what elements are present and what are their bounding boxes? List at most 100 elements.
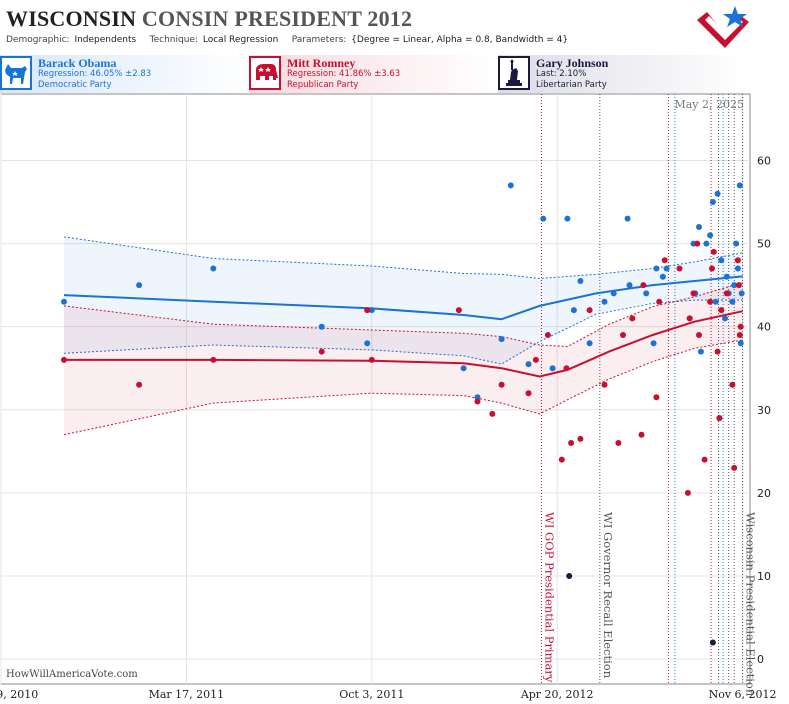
data-point <box>368 307 375 314</box>
data-point <box>368 356 375 363</box>
data-point <box>714 348 721 355</box>
data-point <box>498 381 505 388</box>
candidate-party-obama: Democratic Party <box>38 80 112 90</box>
title-race: CONSIN PRESIDENT 2012 <box>141 6 413 31</box>
y-tick-label: 30 <box>757 404 771 417</box>
y-tick-label: 10 <box>757 570 771 583</box>
data-point <box>532 356 539 363</box>
as-of-date: May 2, 2025 <box>674 98 744 111</box>
data-point <box>620 332 626 338</box>
data-point <box>615 440 622 446</box>
candidate-stat-johnson: Last: 2.10% <box>536 69 587 79</box>
event-label: Wisconsin Presidential Election <box>744 512 758 697</box>
data-point <box>709 639 716 646</box>
data-point <box>701 456 708 463</box>
data-point <box>718 257 725 264</box>
y-tick-label: 60 <box>757 154 771 167</box>
technique-value: Local Regression <box>202 35 279 45</box>
data-point <box>710 248 717 255</box>
data-point <box>525 361 532 368</box>
x-tick-label: Apr 20, 2012 <box>520 688 594 701</box>
data-point <box>136 282 143 289</box>
data-point <box>563 365 570 372</box>
candidate-legend: Barack Obama Regression: 46.05% ±2.83 De… <box>0 55 789 93</box>
data-point <box>694 240 701 247</box>
trend-line <box>64 310 743 378</box>
site-logo <box>697 6 749 48</box>
data-point <box>737 323 744 330</box>
candidate-party-johnson: Libertarian Party <box>536 80 607 90</box>
parameters-value: {Degree = Linear, Alpha = 0.8, Bandwidth… <box>351 35 569 45</box>
data-point <box>364 340 371 347</box>
confidence-band <box>64 282 743 435</box>
y-tick-label: 50 <box>757 238 771 251</box>
data-point <box>734 257 741 264</box>
data-point <box>718 307 725 314</box>
data-point <box>638 431 645 438</box>
data-point <box>544 332 551 338</box>
data-point <box>455 307 462 314</box>
parameters-label: Parameters: <box>291 35 347 45</box>
header: WISCONSIN CONSIN PRESIDENT 2012 Demograp… <box>0 0 789 54</box>
chart-parameters: Demographic: Independents Technique: Loc… <box>6 35 570 45</box>
data-point <box>549 365 556 372</box>
confidence-band <box>64 236 743 365</box>
data-point <box>210 265 217 272</box>
data-point <box>736 182 743 189</box>
data-point <box>474 398 481 405</box>
data-point <box>577 278 584 284</box>
data-point <box>489 410 496 417</box>
data-point <box>709 199 716 205</box>
data-point <box>723 273 730 280</box>
candidate-name-obama: Barack Obama <box>38 56 117 70</box>
data-point <box>610 290 617 297</box>
data-point <box>653 265 660 272</box>
x-tick-label: Mar 17, 2011 <box>149 688 225 701</box>
candidate-card-obama: Barack Obama Regression: 46.05% ±2.83 De… <box>0 55 249 93</box>
data-point <box>540 215 547 222</box>
data-point <box>601 298 608 305</box>
data-point <box>733 240 740 247</box>
data-point <box>738 290 745 297</box>
data-point <box>601 381 608 388</box>
data-point <box>714 190 721 197</box>
y-tick-label: 0 <box>757 653 764 666</box>
data-point <box>364 307 371 314</box>
demographic-value: Independents <box>74 35 137 45</box>
data-point <box>210 356 217 363</box>
data-point <box>697 348 704 355</box>
candidate-card-johnson: Gary Johnson Last: 2.10% Libertarian Par… <box>498 55 747 93</box>
data-point <box>696 224 702 230</box>
page-title: WISCONSIN CONSIN PRESIDENT 2012 <box>6 6 412 32</box>
data-point <box>570 307 577 314</box>
candidate-party-romney: Republican Party <box>287 80 359 90</box>
data-point <box>723 290 730 297</box>
data-point <box>136 381 143 388</box>
data-point <box>661 257 668 264</box>
data-point <box>474 394 481 401</box>
data-point <box>707 232 714 239</box>
data-point <box>731 282 738 289</box>
data-point <box>566 573 573 579</box>
band-upper-line <box>63 236 743 280</box>
data-point <box>712 298 719 305</box>
x-tick-label: Nov 6, 2012 <box>709 688 777 701</box>
elephant-icon <box>249 56 281 90</box>
data-point <box>318 348 325 355</box>
data-point <box>659 273 666 280</box>
data-point <box>676 265 683 272</box>
watermark: HowWillAmericaVote.com <box>6 669 138 680</box>
data-point <box>684 489 691 496</box>
data-point <box>735 282 742 289</box>
data-point <box>663 265 670 272</box>
candidate-card-romney: Mitt Romney Regression: 41.86% ±3.63 Rep… <box>249 55 498 93</box>
data-point <box>729 298 736 305</box>
data-point <box>650 340 657 347</box>
data-point <box>460 365 467 372</box>
data-point <box>703 240 710 247</box>
data-point <box>564 215 571 222</box>
event-label: WI GOP Presidential Primary <box>542 512 556 683</box>
candidate-name-romney: Mitt Romney <box>287 56 356 70</box>
data-point <box>640 282 647 289</box>
